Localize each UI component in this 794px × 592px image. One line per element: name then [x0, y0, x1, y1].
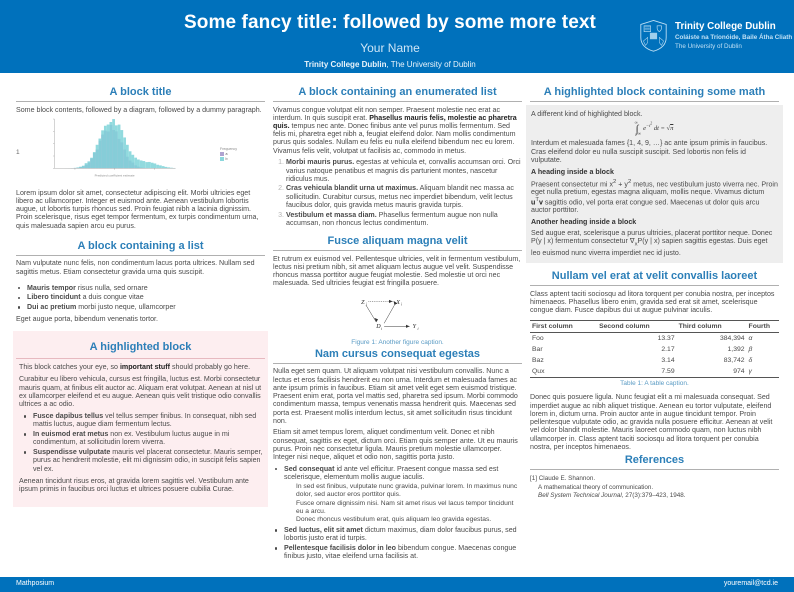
svg-text:i: i	[366, 303, 367, 307]
svg-text:Predicted coefficient estimate: Predicted coefficient estimate	[95, 174, 135, 178]
svg-text:i: i	[381, 327, 382, 331]
svg-text:Z: Z	[361, 300, 365, 306]
svg-text:D: D	[375, 324, 381, 330]
svg-text:i: i	[401, 303, 402, 307]
svg-text:X: X	[395, 300, 400, 306]
svg-text:Y: Y	[413, 324, 417, 330]
svg-text:i: i	[418, 327, 419, 331]
